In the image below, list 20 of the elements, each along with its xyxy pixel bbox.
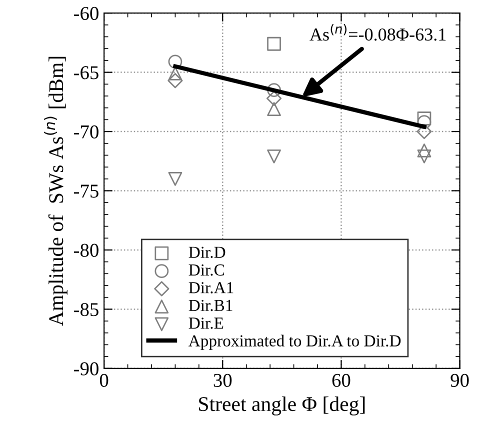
x-tick-label: 60	[332, 374, 350, 387]
y-tick-label: -80	[74, 244, 98, 257]
legend-label: Dir.E	[188, 318, 224, 329]
x-tick-label: 0	[100, 374, 108, 387]
x-axis-title: Street angle Φ [deg]	[199, 396, 365, 416]
y-tick-label: -60	[74, 6, 98, 20]
y-tick-label: -65	[74, 66, 98, 80]
legend-label: Approximated to Dir.A to Dir.D	[188, 334, 401, 350]
legend-label: Dir.D	[188, 246, 226, 258]
y-tick-label: -90	[74, 362, 98, 376]
y-tick-label: -85	[74, 303, 98, 316]
legend-label: Dir.A1	[188, 282, 234, 294]
x-tick-label: 30	[214, 374, 232, 387]
legend-label: Dir.C	[188, 264, 224, 276]
legend-label: Dir.B1	[188, 300, 232, 312]
annotation: As$^{(n)}$=-0.08Φ-63.1	[310, 24, 446, 41]
y-tick-label: -75	[74, 184, 98, 198]
y-tick-label: -70	[74, 125, 98, 138]
y-axis-title: Amplitude of SWs As$^{(n)}$ [dBm]	[44, 56, 68, 326]
x-tick-label: 90	[450, 374, 469, 387]
